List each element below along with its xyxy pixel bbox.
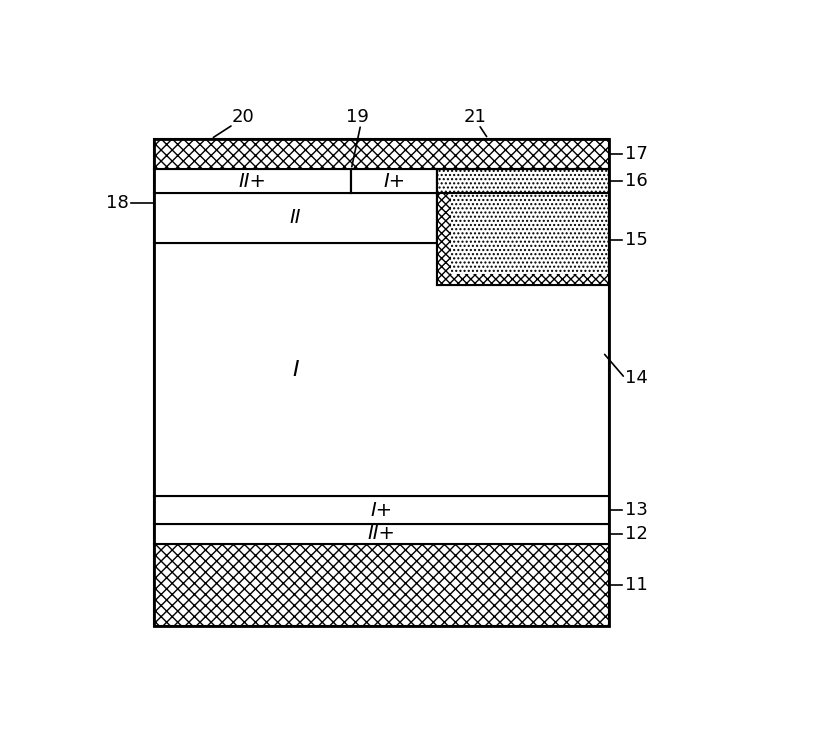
Bar	[154, 497, 609, 524]
Text: 13: 13	[625, 501, 648, 519]
Text: II: II	[289, 208, 301, 227]
Bar	[154, 243, 609, 497]
Bar	[437, 169, 451, 285]
Bar	[154, 192, 437, 243]
Bar	[437, 169, 609, 192]
Bar	[351, 169, 437, 192]
Text: II+: II+	[238, 172, 266, 190]
Bar	[437, 274, 609, 285]
Text: 15: 15	[625, 231, 648, 249]
Text: 21: 21	[464, 108, 487, 126]
Text: I+: I+	[383, 172, 405, 190]
Text: 17: 17	[625, 145, 648, 163]
Text: 16: 16	[625, 172, 648, 190]
Text: II+: II+	[367, 524, 395, 544]
Text: 14: 14	[625, 369, 648, 387]
Text: 18: 18	[106, 194, 129, 212]
Bar	[154, 139, 609, 169]
Bar	[154, 139, 609, 626]
Bar	[437, 169, 609, 285]
Bar	[154, 169, 351, 192]
Bar	[154, 545, 609, 626]
Text: I: I	[292, 360, 298, 380]
Text: 19: 19	[346, 108, 369, 126]
Text: I+: I+	[371, 500, 393, 520]
Text: 11: 11	[625, 576, 648, 594]
Bar	[154, 524, 609, 545]
Text: 12: 12	[625, 525, 648, 543]
Text: 20: 20	[232, 108, 254, 126]
